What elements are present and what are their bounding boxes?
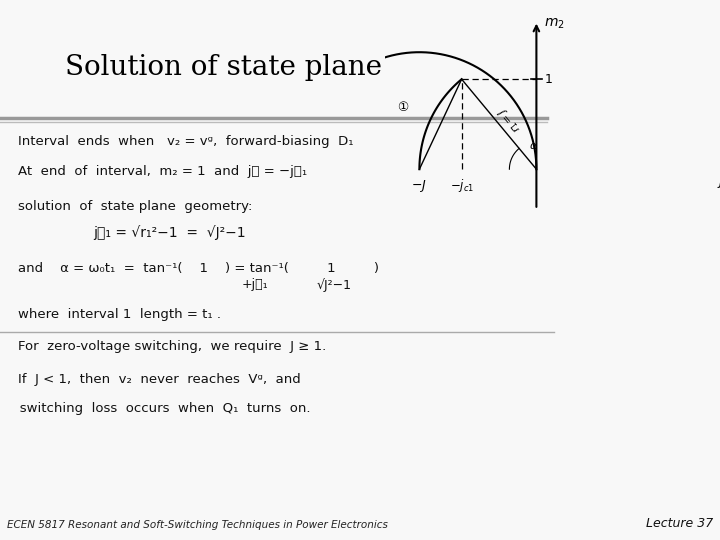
Text: $r_1=J$: $r_1=J$	[495, 104, 524, 135]
Text: If  J < 1,  then  v₂  never  reaches  Vᵍ,  and: If J < 1, then v₂ never reaches Vᵍ, and	[18, 373, 301, 386]
Text: solution  of  state plane  geometry:: solution of state plane geometry:	[18, 200, 253, 213]
Text: $m_2$: $m_2$	[544, 17, 565, 31]
Text: Lecture 37: Lecture 37	[646, 517, 713, 530]
Text: √J²−1: √J²−1	[317, 278, 352, 292]
Text: 1: 1	[544, 73, 552, 86]
Text: switching  loss  occurs  when  Q₁  turns  on.: switching loss occurs when Q₁ turns on.	[7, 402, 311, 415]
Text: At  end  of  interval,  m₂ = 1  and  jⲟ = −jⲟ₁: At end of interval, m₂ = 1 and jⲟ = −jⲟ₁	[18, 165, 307, 178]
Text: Solution of state plane: Solution of state plane	[65, 54, 382, 81]
Text: For  zero-voltage switching,  we require  J ≥ 1.: For zero-voltage switching, we require J…	[18, 340, 326, 353]
Text: jⲟ₁ = √r₁²−1  =  √J²−1: jⲟ₁ = √r₁²−1 = √J²−1	[94, 226, 246, 240]
Text: $-j_{c1}$: $-j_{c1}$	[449, 177, 474, 194]
Text: ECEN 5817 Resonant and Soft-Switching Techniques in Power Electronics: ECEN 5817 Resonant and Soft-Switching Te…	[7, 520, 388, 530]
Text: $j_c$: $j_c$	[717, 172, 720, 191]
Text: $\alpha$: $\alpha$	[529, 141, 539, 151]
Text: and    α = ω₀t₁  =  tan⁻¹(    1    ) = tan⁻¹(         1         ): and α = ω₀t₁ = tan⁻¹( 1 ) = tan⁻¹( 1 )	[18, 262, 379, 275]
Text: ①: ①	[397, 100, 408, 114]
Text: +jⲟ₁: +jⲟ₁	[241, 278, 268, 291]
Text: where  interval 1  length = t₁ .: where interval 1 length = t₁ .	[18, 308, 221, 321]
Text: Interval  ends  when   v₂ = vᵍ,  forward-biasing  D₁: Interval ends when v₂ = vᵍ, forward-bias…	[18, 135, 354, 148]
Text: $-J$: $-J$	[412, 178, 427, 194]
